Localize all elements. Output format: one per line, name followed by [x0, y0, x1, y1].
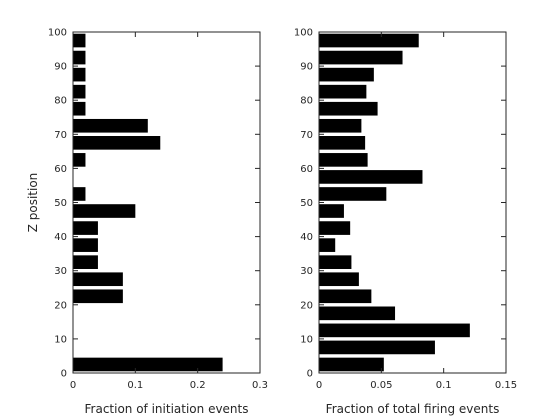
bar	[319, 221, 351, 235]
plot-area	[73, 32, 260, 373]
bar	[73, 221, 98, 235]
bar	[319, 101, 378, 116]
bar	[73, 50, 86, 65]
y-tick-label: 0	[61, 369, 67, 380]
bar	[319, 340, 435, 355]
bar	[73, 101, 86, 116]
x-tick-label: 0.1	[436, 380, 452, 391]
bar	[73, 118, 148, 133]
bar	[73, 67, 86, 82]
x-tick-label: 0.05	[370, 380, 392, 391]
x-tick-label: 0	[316, 380, 322, 391]
y-tick-label: 60	[300, 164, 313, 175]
plot-area	[319, 32, 506, 373]
bar	[73, 289, 123, 304]
bar	[319, 67, 374, 82]
y-tick-label: 50	[300, 198, 313, 209]
bar	[73, 204, 136, 218]
bar	[73, 238, 98, 252]
y-tick-label: 100	[48, 28, 67, 39]
bar	[319, 255, 352, 269]
bar	[73, 272, 123, 287]
y-tick-label: 40	[300, 232, 313, 243]
y-tick-label: 80	[300, 96, 313, 107]
x-tick-label: 0	[70, 380, 76, 391]
bar	[319, 238, 336, 252]
bar	[319, 357, 384, 372]
bar	[319, 50, 403, 65]
y-tick-label: 0	[307, 369, 313, 380]
bar	[319, 323, 470, 338]
y-tick-label: 100	[294, 28, 313, 39]
bar	[73, 255, 98, 269]
y-tick-label: 20	[300, 300, 313, 311]
y-tick-label: 90	[300, 62, 313, 73]
x-tick-label: 0.2	[190, 380, 206, 391]
y-tick-label: 20	[54, 300, 67, 311]
y-tick-label: 30	[54, 266, 67, 277]
bar	[319, 187, 387, 201]
bar	[319, 84, 367, 99]
bar	[73, 357, 223, 372]
bar	[73, 33, 86, 48]
bar	[319, 33, 419, 48]
bar	[319, 153, 368, 167]
x-tick-label: 0.3	[252, 380, 268, 391]
y-tick-label: 50	[54, 198, 67, 209]
y-axis-label: Z position	[26, 173, 40, 233]
bar	[319, 118, 362, 133]
x-axis-label: Fraction of total firing events	[326, 402, 500, 416]
bar	[319, 136, 366, 150]
y-tick-label: 30	[300, 266, 313, 277]
y-tick-label: 70	[300, 130, 313, 141]
y-tick-label: 80	[54, 96, 67, 107]
y-tick-label: 90	[54, 62, 67, 73]
bar	[319, 289, 372, 304]
firing-panel: 0 0.05 0.1 0.15 0 10 20 30 40 50 60 70 80 90 100 Fracti…	[294, 28, 517, 417]
bar	[73, 187, 86, 201]
y-tick-label: 10	[300, 334, 313, 345]
y-tick-label: 40	[54, 232, 67, 243]
x-tick-label: 0.1	[127, 380, 143, 391]
bar	[73, 84, 86, 99]
initiation-panel: 0 0.1 0.2 0.3 0 10 20 30 40 50 60 70 80 90 100 Fraction…	[26, 28, 268, 417]
y-tick-label: 60	[54, 164, 67, 175]
bar	[319, 272, 359, 287]
x-axis-label: Fraction of initiation events	[85, 402, 249, 416]
bar	[319, 170, 423, 184]
x-tick-label: 0.15	[495, 380, 517, 391]
bar	[73, 153, 86, 167]
bar	[319, 306, 396, 321]
y-tick-label: 70	[54, 130, 67, 141]
bar	[319, 204, 344, 218]
bar	[73, 136, 161, 150]
y-tick-label: 10	[54, 334, 67, 345]
